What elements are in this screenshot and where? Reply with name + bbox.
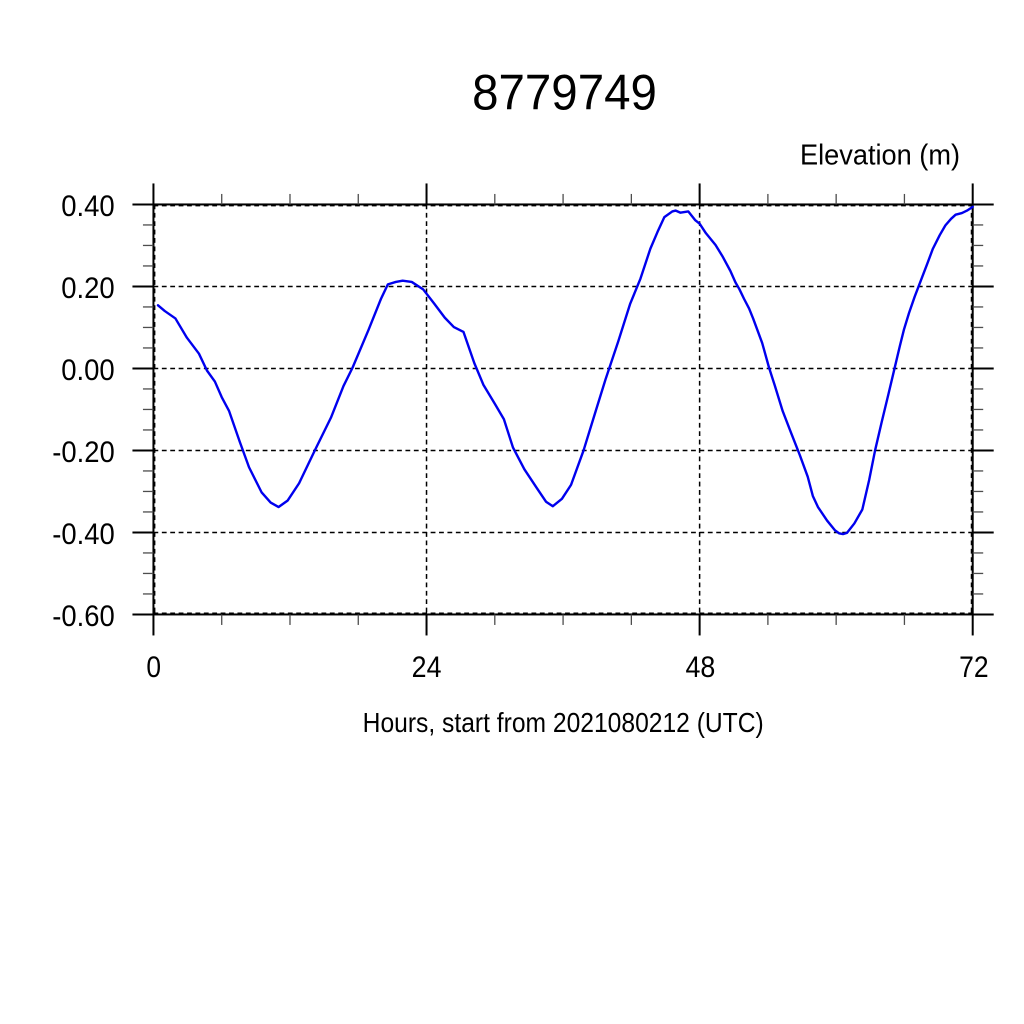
svg-text:-0.20: -0.20: [52, 436, 114, 469]
svg-text:24: 24: [412, 651, 442, 684]
svg-text:0.20: 0.20: [61, 272, 114, 305]
svg-text:72: 72: [959, 651, 988, 684]
svg-text:48: 48: [686, 651, 716, 684]
svg-text:0.40: 0.40: [61, 190, 114, 223]
svg-text:Hours, start from 2021080212 (: Hours, start from 2021080212 (UTC): [363, 707, 764, 738]
svg-text:0: 0: [146, 651, 161, 684]
svg-text:-0.40: -0.40: [52, 518, 114, 551]
svg-text:0.00: 0.00: [61, 354, 114, 387]
svg-text:Elevation (m): Elevation (m): [800, 139, 960, 171]
svg-text:8779749: 8779749: [472, 65, 657, 121]
svg-text:-0.60: -0.60: [52, 600, 114, 633]
